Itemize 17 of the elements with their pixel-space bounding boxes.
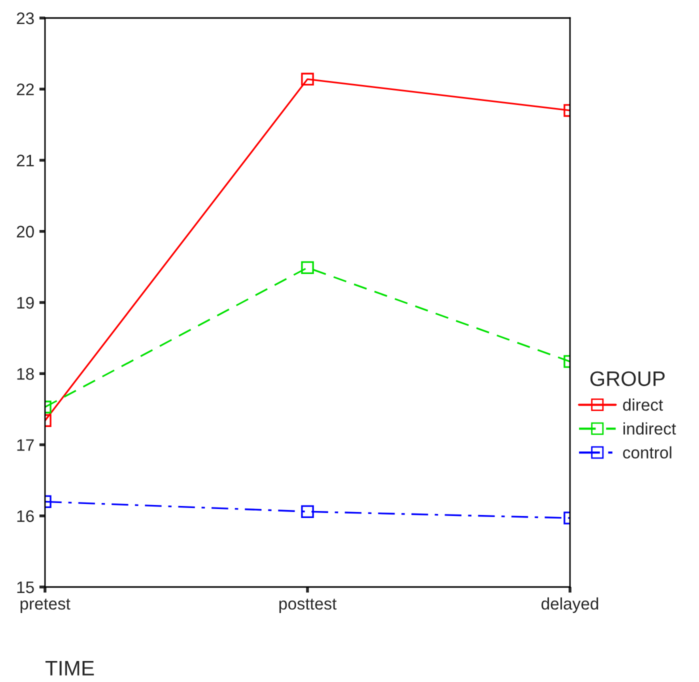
y-tick-label: 21 bbox=[16, 154, 34, 166]
x-tick-label: pretest bbox=[20, 598, 70, 613]
legend-label: indirect bbox=[623, 422, 676, 435]
y-tick-label: 23 bbox=[16, 12, 34, 24]
y-tick-label: 17 bbox=[17, 439, 34, 451]
legend-title: GROUP bbox=[590, 371, 665, 386]
y-tick-label: 18 bbox=[17, 368, 34, 380]
y-tick-label: 20 bbox=[16, 226, 34, 238]
x-tick-label: posttest bbox=[279, 598, 337, 613]
y-tick-label: 19 bbox=[17, 296, 34, 309]
y-tick-label: 22 bbox=[16, 84, 34, 96]
y-tick-label: 16 bbox=[17, 510, 34, 522]
x-axis-title: TIME bbox=[45, 661, 94, 676]
x-tick-label: delayed bbox=[542, 597, 598, 613]
legend-label: direct bbox=[623, 398, 664, 411]
legend-label: control bbox=[623, 446, 672, 459]
y-tick-label: 15 bbox=[17, 582, 34, 594]
